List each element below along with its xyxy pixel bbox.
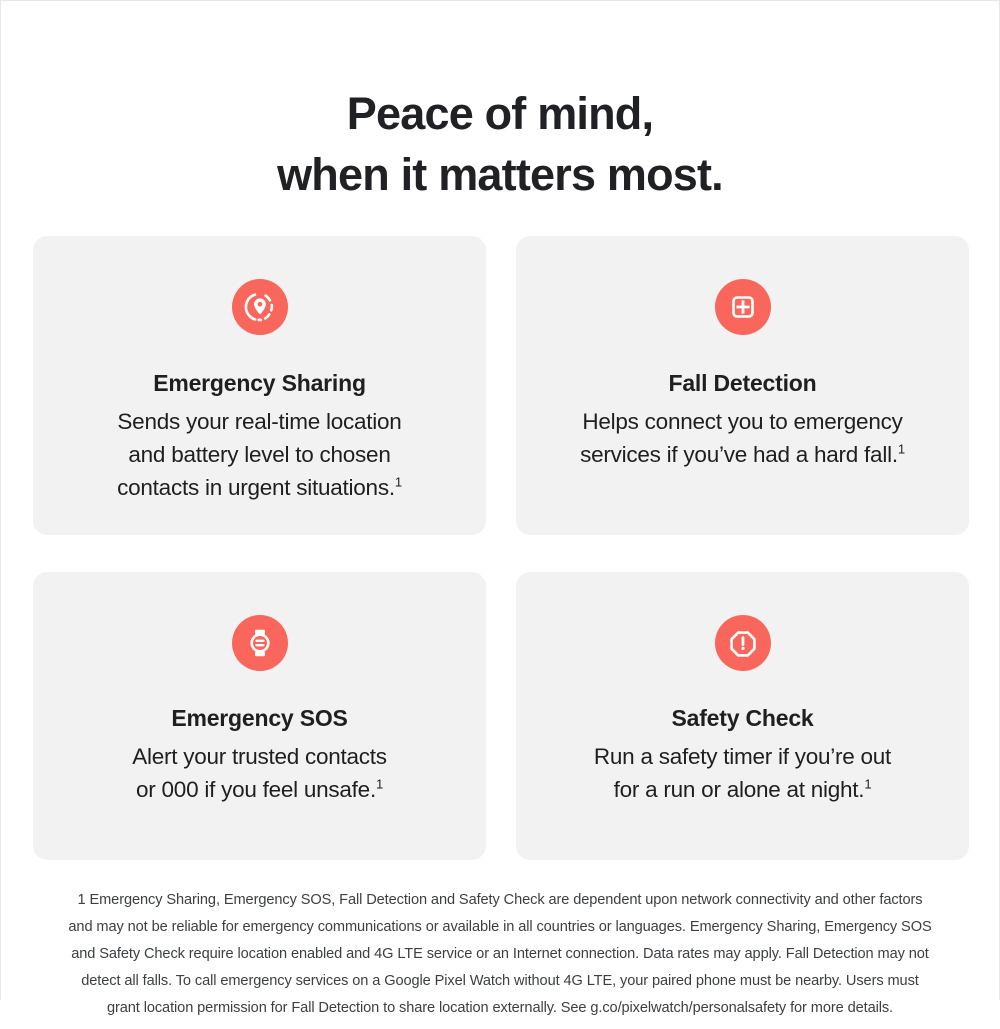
feature-card-safety-check[interactable]: Safety Check Run a safety timer if you’r… bbox=[516, 572, 969, 861]
smartwatch-sos-icon bbox=[231, 615, 288, 672]
feature-card-title: Emergency SOS bbox=[171, 705, 348, 732]
desc-line-with-footnote: contacts in urgent situations.1 bbox=[117, 471, 402, 504]
feature-card-emergency-sos[interactable]: Emergency SOS Alert your trusted contact… bbox=[33, 572, 486, 861]
feature-card-title: Fall Detection bbox=[668, 370, 817, 397]
page-title: Peace of mind, when it matters most. bbox=[1, 31, 999, 205]
footnote-marker: 1 bbox=[897, 441, 905, 457]
location-pin-share-icon bbox=[231, 279, 288, 336]
medical-cross-icon bbox=[714, 279, 771, 336]
footnote-line: detect all falls. To call emergency serv… bbox=[81, 973, 919, 990]
desc-line: Run a safety timer if you’re out bbox=[593, 744, 892, 770]
desc-line: and battery level to chosen bbox=[128, 442, 391, 468]
footnote-disclaimer: 1 Emergency Sharing, Emergency SOS, Fall… bbox=[31, 887, 969, 1022]
footnote-marker: 1 bbox=[864, 776, 872, 792]
feature-card-description: Alert your trusted contacts or 000 if yo… bbox=[132, 740, 387, 806]
desc-line: Alert your trusted contacts bbox=[132, 744, 387, 770]
headline-line-1: Peace of mind, bbox=[346, 88, 654, 140]
feature-card-description: Run a safety timer if you’re out for a r… bbox=[594, 740, 891, 806]
footnote-line: 1 Emergency Sharing, Emergency SOS, Fall… bbox=[77, 892, 923, 909]
desc-line: for a run or alone at night. bbox=[613, 777, 865, 803]
desc-line-with-footnote: or 000 if you feel unsafe.1 bbox=[132, 773, 387, 806]
octagon-exclamation-icon bbox=[714, 615, 771, 672]
feature-card-description: Helps connect you to emergency services … bbox=[580, 405, 905, 471]
footnote-marker: 1 bbox=[394, 474, 402, 490]
marketing-page: Peace of mind, when it matters most. bbox=[1, 31, 999, 1029]
footnote-line: grant location permission for Fall Detec… bbox=[106, 1000, 894, 1017]
feature-card-emergency-sharing[interactable]: Emergency Sharing Sends your real-time l… bbox=[33, 236, 486, 536]
feature-card-description: Sends your real-time location and batter… bbox=[117, 405, 402, 504]
desc-line: contacts in urgent situations. bbox=[117, 475, 395, 501]
footnote-line: and Safety Check require location enable… bbox=[71, 946, 929, 963]
desc-line: or 000 if you feel unsafe. bbox=[136, 777, 376, 803]
desc-line: Helps connect you to emergency bbox=[582, 409, 903, 435]
feature-card-title: Emergency Sharing bbox=[153, 370, 366, 397]
desc-line-with-footnote: for a run or alone at night.1 bbox=[594, 773, 891, 806]
footnote-marker: 1 bbox=[375, 776, 383, 792]
headline-line-2: when it matters most. bbox=[277, 149, 724, 201]
feature-card-fall-detection[interactable]: Fall Detection Helps connect you to emer… bbox=[516, 236, 969, 536]
footnote-line: and may not be reliable for emergency co… bbox=[68, 919, 932, 936]
feature-card-grid: Emergency Sharing Sends your real-time l… bbox=[33, 236, 969, 861]
desc-line: services if you’ve had a hard fall. bbox=[580, 442, 898, 468]
desc-line-with-footnote: services if you’ve had a hard fall.1 bbox=[580, 438, 905, 471]
feature-card-title: Safety Check bbox=[671, 705, 814, 732]
desc-line: Sends your real-time location bbox=[117, 409, 402, 435]
